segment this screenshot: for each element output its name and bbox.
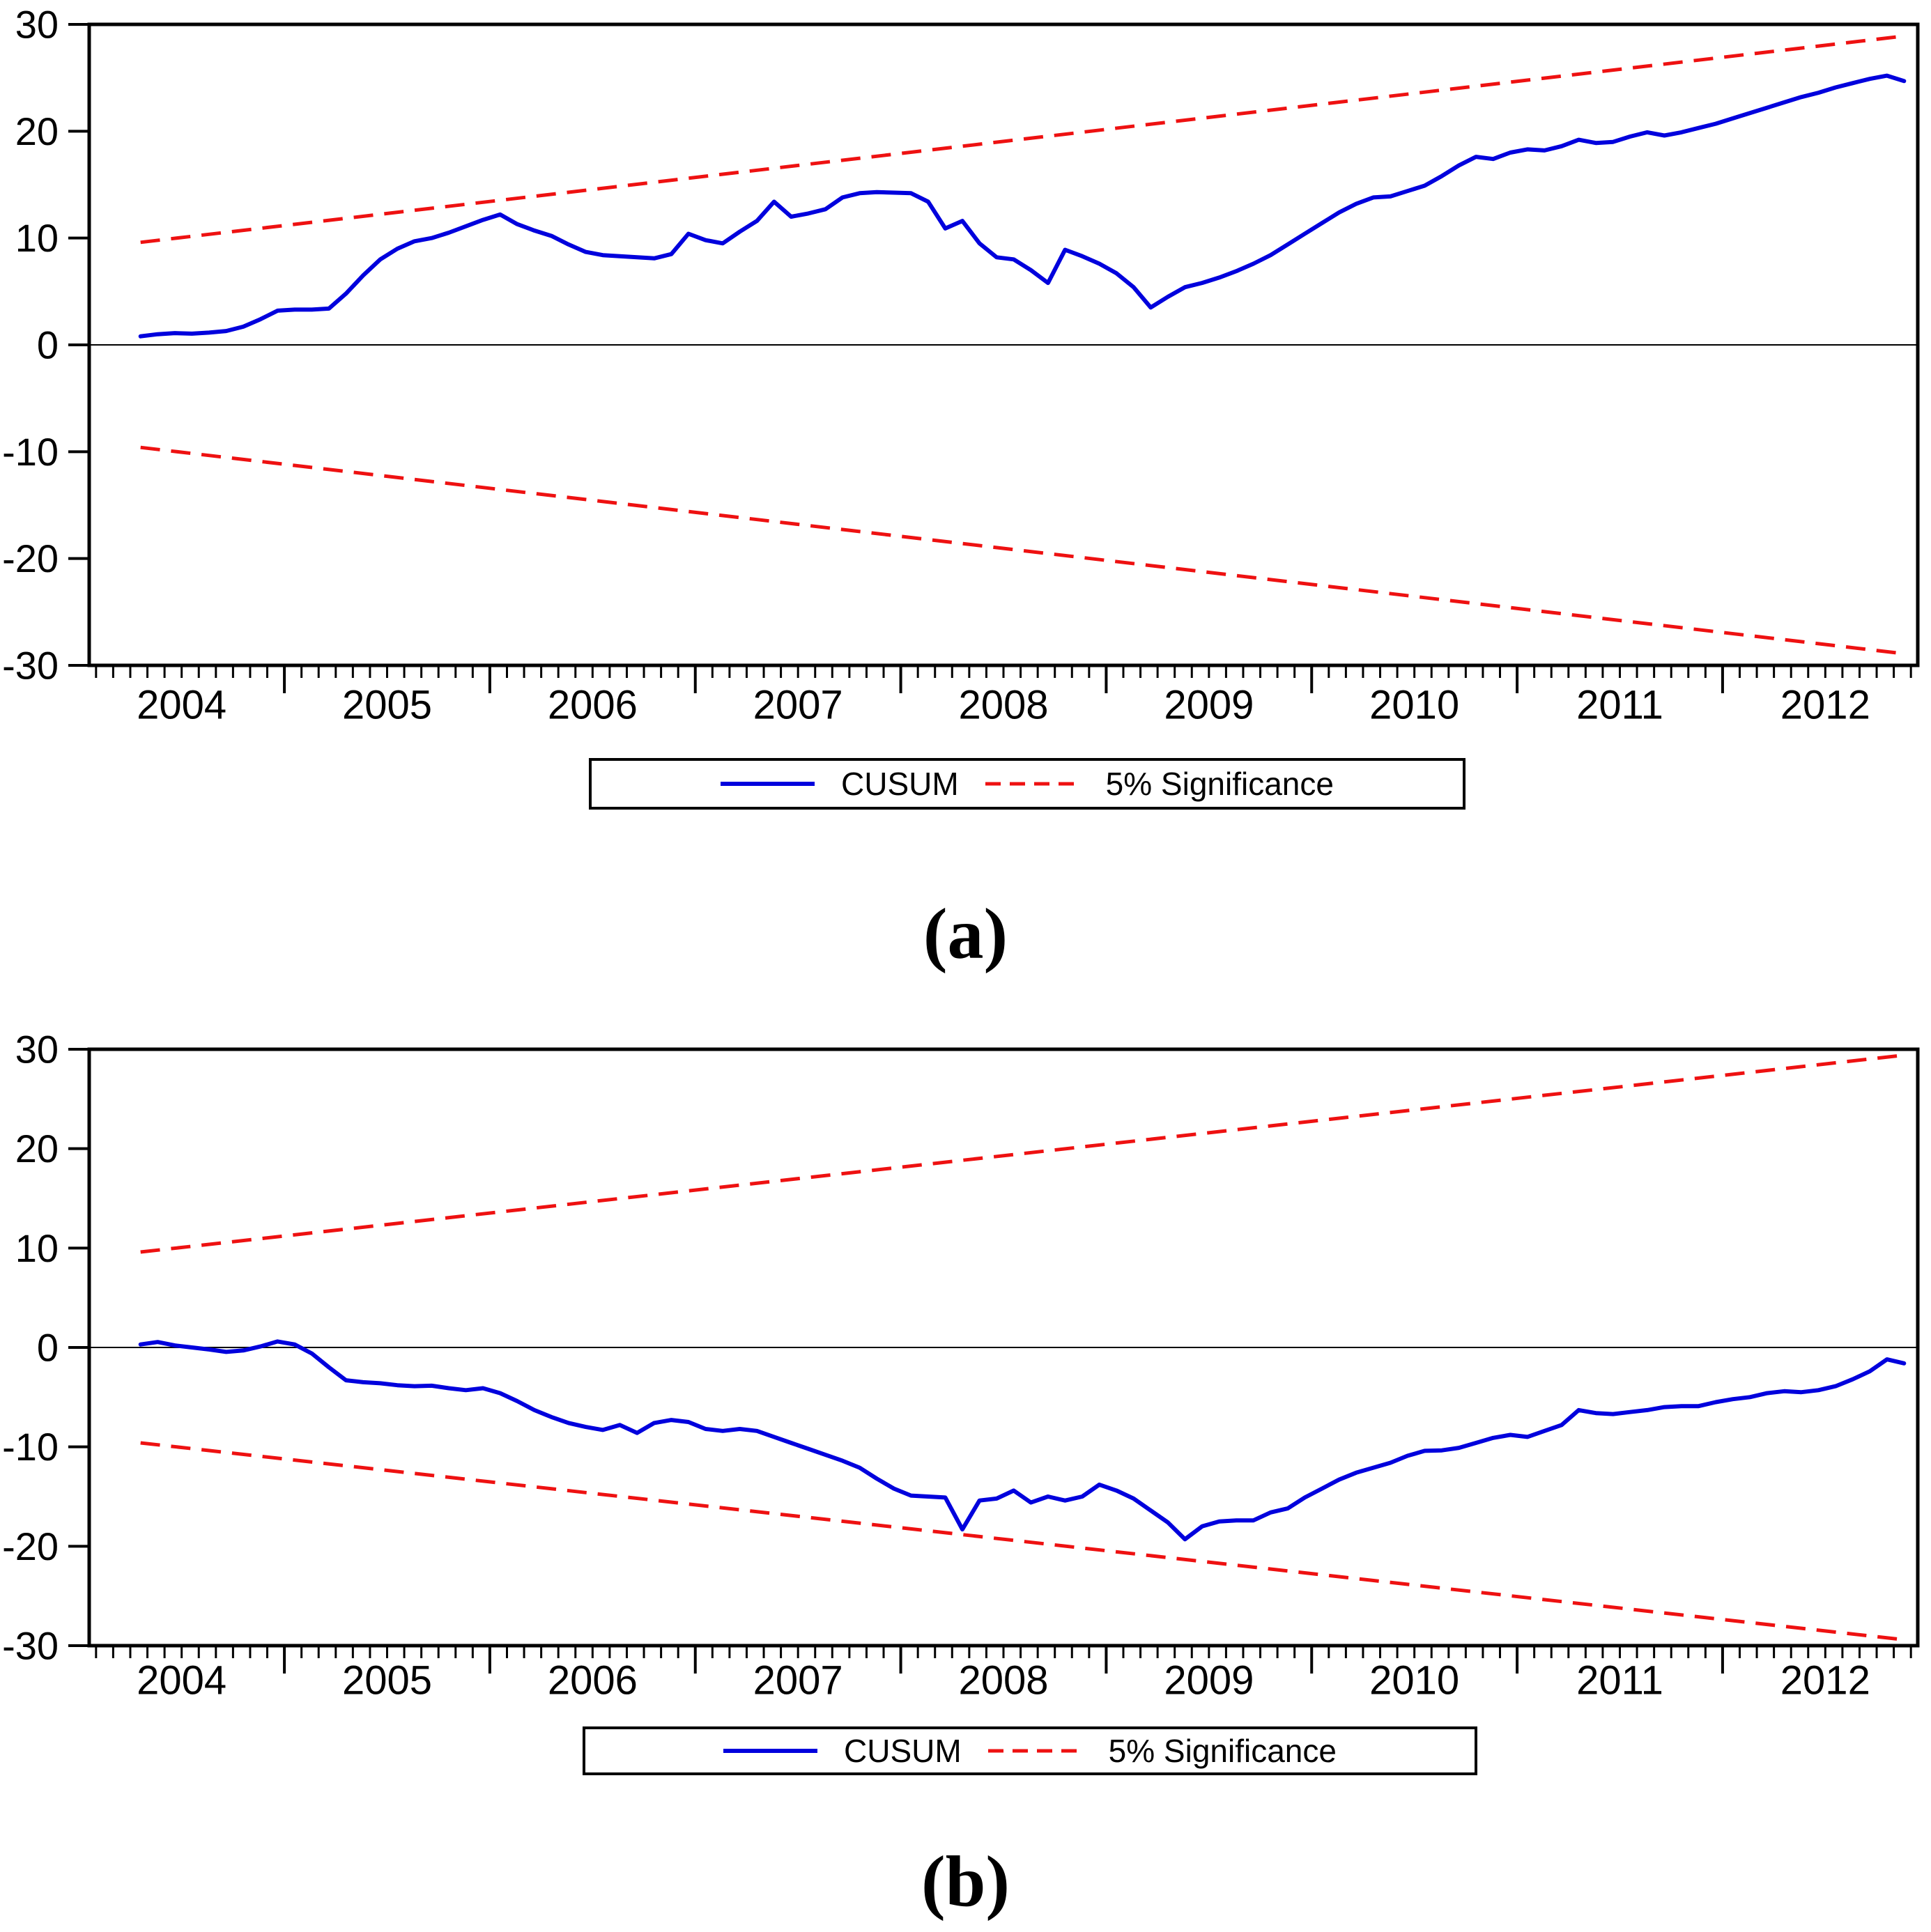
svg-text:10: 10 <box>15 1226 59 1270</box>
svg-text:20: 20 <box>15 1127 59 1170</box>
cusum-line-sample-icon <box>721 782 815 786</box>
svg-text:2006: 2006 <box>548 1658 638 1703</box>
svg-text:10: 10 <box>15 216 59 260</box>
svg-text:-20: -20 <box>2 536 59 580</box>
svg-text:2004: 2004 <box>137 683 226 728</box>
svg-text:30: 30 <box>15 3 59 47</box>
svg-text:0: 0 <box>37 1326 59 1370</box>
svg-text:-30: -30 <box>2 644 59 688</box>
panel-caption-b: (b) <box>921 1841 1010 1922</box>
legend-chart-b: CUSUM 5% Significance <box>583 1726 1477 1775</box>
svg-text:20: 20 <box>15 109 59 153</box>
svg-text:-10: -10 <box>2 430 59 474</box>
svg-text:2008: 2008 <box>958 683 1048 728</box>
legend-chart-a: CUSUM 5% Significance <box>589 758 1465 810</box>
legend-label-significance: 5% Significance <box>1108 1733 1337 1769</box>
svg-text:-20: -20 <box>2 1524 59 1568</box>
svg-text:2011: 2011 <box>1576 1658 1663 1703</box>
svg-text:2005: 2005 <box>342 683 432 728</box>
legend-label-cusum: CUSUM <box>841 766 959 802</box>
svg-text:-30: -30 <box>2 1624 59 1668</box>
cusum-line-sample-icon <box>723 1749 817 1753</box>
panel-caption-a: (a) <box>923 894 1008 974</box>
legend-label-cusum: CUSUM <box>844 1733 962 1769</box>
svg-text:2004: 2004 <box>137 1658 226 1703</box>
svg-text:2009: 2009 <box>1164 1658 1254 1703</box>
svg-text:2007: 2007 <box>753 683 843 728</box>
legend-label-significance: 5% Significance <box>1105 766 1334 802</box>
svg-text:2010: 2010 <box>1369 683 1459 728</box>
svg-text:2011: 2011 <box>1576 683 1663 728</box>
svg-text:2005: 2005 <box>342 1658 432 1703</box>
svg-text:2012: 2012 <box>1780 683 1870 728</box>
svg-text:2008: 2008 <box>958 1658 1048 1703</box>
svg-text:2010: 2010 <box>1369 1658 1459 1703</box>
significance-dash-sample-icon <box>985 782 1079 786</box>
svg-text:0: 0 <box>37 323 59 367</box>
significance-dash-sample-icon <box>987 1749 1082 1753</box>
svg-text:2009: 2009 <box>1164 683 1254 728</box>
svg-text:2012: 2012 <box>1780 1658 1870 1703</box>
svg-text:2007: 2007 <box>753 1658 843 1703</box>
svg-text:30: 30 <box>15 1028 59 1072</box>
svg-text:-10: -10 <box>2 1425 59 1469</box>
svg-text:2006: 2006 <box>548 683 638 728</box>
